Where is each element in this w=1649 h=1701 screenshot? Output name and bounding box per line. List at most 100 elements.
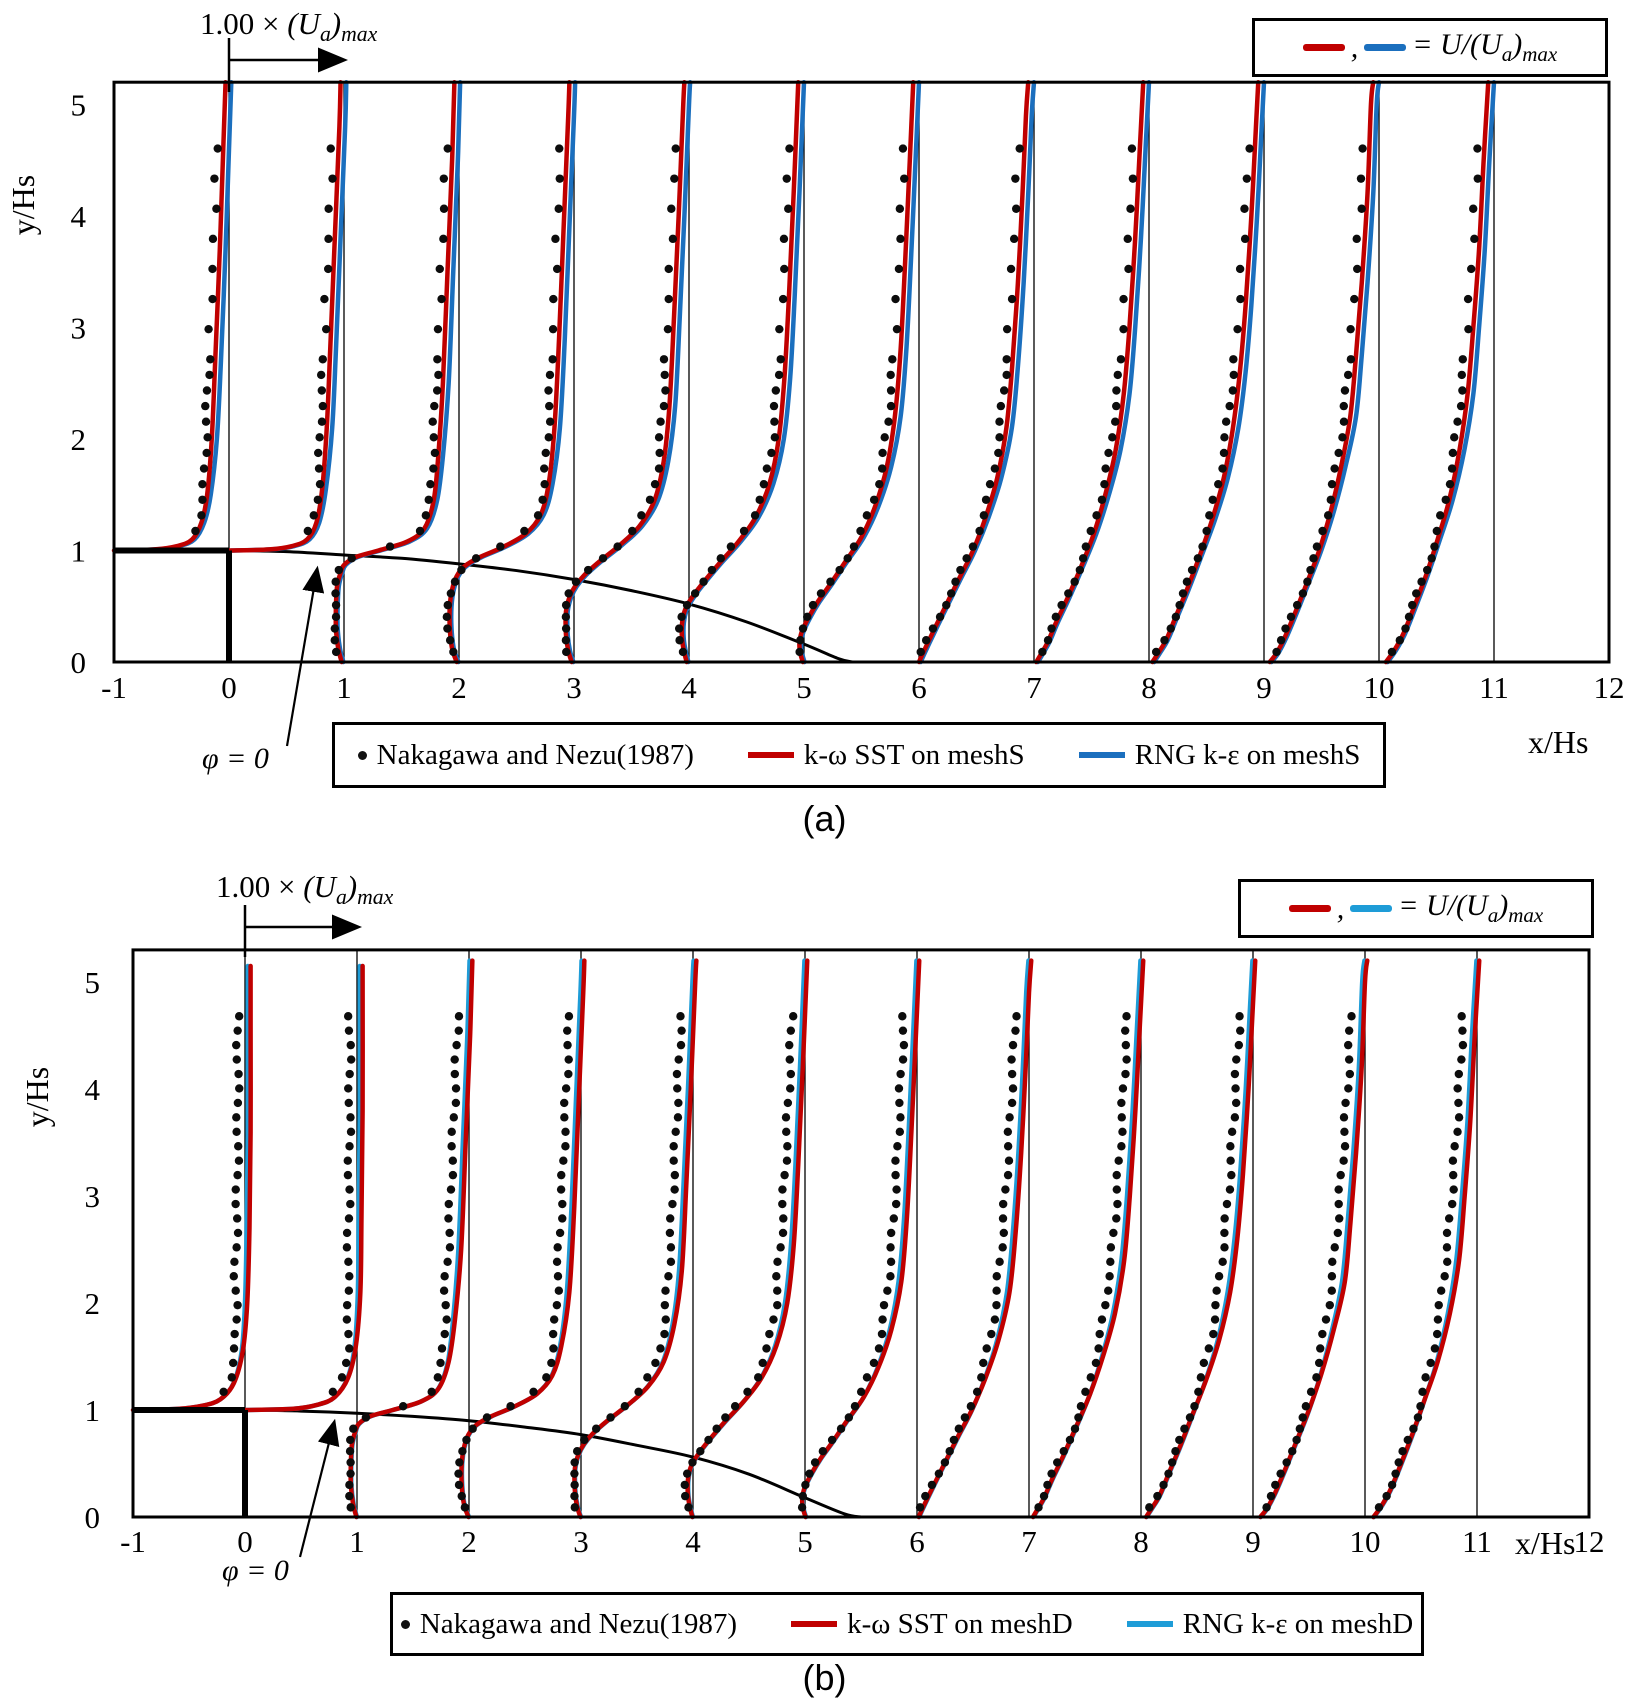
plot-frame bbox=[112, 80, 1611, 664]
scale-math: (Ua)max bbox=[287, 6, 378, 47]
experiment-dots-station-x2 bbox=[442, 144, 564, 657]
profile-sst-station-x-1 bbox=[130, 963, 253, 1413]
legend-label-rng: RNG k-ε on meshD bbox=[1182, 1607, 1414, 1640]
experiment-dots-station-x6 bbox=[915, 1012, 1021, 1512]
x-tick-label: 2 bbox=[461, 1524, 477, 1559]
profile-rng-station-x1 bbox=[348, 958, 472, 1520]
phi-annotation-a: φ = 0 bbox=[202, 742, 269, 775]
x-tick-label: 1 bbox=[349, 1524, 365, 1559]
corner-formula: = U/(Ua)max bbox=[1398, 889, 1544, 927]
x-tick-label: 11 bbox=[1479, 670, 1509, 705]
legend-label-komega: k-ω SST on meshS bbox=[803, 738, 1025, 771]
phi-arrow bbox=[285, 565, 325, 747]
profile-rng-station-x8 bbox=[1151, 79, 1267, 665]
x-axis-unit-a: x/Hs bbox=[1528, 724, 1589, 760]
y-axis-unit: y/Hs bbox=[19, 1067, 55, 1127]
panel-b: -1 0 1 2 3 4 5 6 7 8 9 10 11 12 0 1 2 3 4 5 y/Hs 1.00 × (Ua)… bbox=[0, 857, 1649, 1701]
profile-rng-station-x0 bbox=[228, 79, 349, 553]
legend-item-rng: RNG k-ε on meshD bbox=[1126, 1607, 1414, 1641]
profile-rng-station-x5 bbox=[798, 79, 922, 665]
x-tick-label: 9 bbox=[1245, 1524, 1261, 1559]
profile-sst-station-x7 bbox=[1034, 79, 1146, 665]
dot-marker-icon bbox=[400, 1619, 410, 1629]
red-line-icon bbox=[791, 1621, 838, 1627]
profile-sst-station-x0 bbox=[226, 79, 343, 553]
legend-box-a: Nakagawa and Nezu(1987) k-ω SST on meshS… bbox=[332, 722, 1386, 788]
profile-sst-station-x9 bbox=[1267, 79, 1376, 665]
profile-sst-station-x8 bbox=[1143, 958, 1258, 1520]
x-tick-label: 7 bbox=[1026, 670, 1042, 705]
caption-a: (a) bbox=[802, 798, 847, 839]
scale-prefix: 1.00 × bbox=[200, 6, 280, 41]
caption-b: (b) bbox=[802, 1657, 847, 1698]
x-tick-label: 12 bbox=[1574, 1524, 1605, 1559]
y-tick-label: 3 bbox=[71, 311, 87, 346]
red-line-icon bbox=[747, 752, 794, 758]
experiment-dots-station-x-1 bbox=[191, 144, 222, 536]
y-tick-label: 4 bbox=[85, 1072, 101, 1107]
profile-rng-station-x6 bbox=[918, 79, 1037, 665]
x-tick-label: 8 bbox=[1133, 1524, 1149, 1559]
x-tick-label: -1 bbox=[120, 1524, 146, 1559]
experiment-dots-station-x1 bbox=[345, 1012, 464, 1512]
x-tick-label: 11 bbox=[1462, 1524, 1492, 1559]
experiment-dots-station-x8 bbox=[1145, 1012, 1245, 1512]
experiment-dots-station-x10 bbox=[1374, 1012, 1468, 1512]
x-tick-label: 10 bbox=[1350, 1524, 1381, 1559]
x-tick-label: 0 bbox=[237, 1524, 253, 1559]
x-tick-label: 5 bbox=[796, 670, 812, 705]
y-tick-label: 5 bbox=[71, 88, 87, 123]
experiment-dots-station-x-1 bbox=[219, 1012, 244, 1397]
profile-sst-station-x9 bbox=[1258, 958, 1370, 1520]
profile-sst-station-x0 bbox=[242, 963, 365, 1413]
y-tick-label: 2 bbox=[71, 422, 87, 457]
y-tick-label: 2 bbox=[85, 1286, 101, 1321]
profile-rng-station-x9 bbox=[1269, 79, 1382, 665]
red-dash-icon bbox=[1302, 44, 1345, 51]
dot-marker-icon bbox=[357, 750, 367, 760]
experiment-dots-station-x3 bbox=[561, 144, 680, 657]
x-tick-label: 12 bbox=[1594, 670, 1625, 705]
legend-item-komega: k-ω SST on meshS bbox=[747, 738, 1025, 772]
x-tick-label: 0 bbox=[221, 670, 237, 705]
corner-legend-b: , = U/(Ua)max bbox=[1238, 879, 1594, 938]
legend-box-b: Nakagawa and Nezu(1987) k-ω SST on meshD… bbox=[390, 1592, 1424, 1656]
experiment-dots-station-x3 bbox=[570, 1012, 686, 1512]
experiment-dots-station-x2 bbox=[454, 1012, 574, 1512]
profile-rng-station-x-1 bbox=[131, 963, 251, 1413]
profile-rng-station-x7 bbox=[1035, 79, 1152, 665]
panel-a: -1 0 1 2 3 4 5 6 7 8 9 10 11 12 0 1 2 3 4 5 y/Hs 1.00 × (Ua)… bbox=[5, 6, 1625, 839]
red-dash-icon bbox=[1288, 905, 1331, 912]
phi-arrow bbox=[298, 1418, 340, 1558]
x-tick-label: 8 bbox=[1141, 670, 1157, 705]
x-tick-label: -1 bbox=[101, 670, 127, 705]
x-tick-label: 4 bbox=[681, 670, 697, 705]
scale-annotation-a: 1.00 × (Ua)max bbox=[200, 6, 377, 47]
x-tick-label: 4 bbox=[685, 1524, 701, 1559]
y-tick-label: 3 bbox=[85, 1179, 101, 1214]
y-tick-label: 0 bbox=[71, 645, 87, 680]
experiment-dots-station-x8 bbox=[1151, 144, 1254, 657]
experiment-dots-station-x4 bbox=[674, 144, 794, 657]
legend-item-experiment: Nakagawa and Nezu(1987) bbox=[400, 1608, 737, 1641]
scale-annotation-b: 1.00 × (Ua)max bbox=[216, 869, 393, 910]
blue-line-icon bbox=[1126, 1621, 1173, 1627]
profile-sst-station-x10 bbox=[1383, 79, 1491, 665]
x-tick-label: 6 bbox=[911, 670, 927, 705]
x-tick-label: 10 bbox=[1364, 670, 1395, 705]
legend-item-komega: k-ω SST on meshD bbox=[791, 1608, 1073, 1641]
experiment-dots-station-x7 bbox=[1034, 1012, 1131, 1512]
experiment-dots-station-x10 bbox=[1387, 144, 1482, 657]
blue-dash-icon bbox=[1364, 44, 1407, 51]
x-tick-label: 6 bbox=[909, 1524, 925, 1559]
x-axis-unit-b: x/Hs bbox=[1515, 1525, 1576, 1561]
experiment-dots-station-x7 bbox=[1038, 144, 1138, 657]
profile-sst-station-x8 bbox=[1150, 79, 1261, 665]
x-tick-label: 3 bbox=[573, 1524, 589, 1559]
x-tick-label: 5 bbox=[797, 1524, 813, 1559]
scale-math: (Ua)max bbox=[303, 869, 394, 910]
profile-rng-station-x5 bbox=[800, 958, 919, 1520]
profile-rng-station-x0 bbox=[243, 963, 363, 1413]
